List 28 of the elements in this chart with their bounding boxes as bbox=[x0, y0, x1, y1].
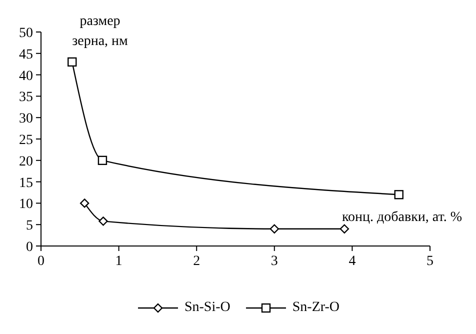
x-tick-label: 0 bbox=[38, 254, 44, 269]
point bbox=[68, 57, 77, 67]
x-axis-title: конц. добавки, ат. % bbox=[342, 210, 462, 226]
x-tick-label: 4 bbox=[348, 254, 356, 269]
point bbox=[270, 224, 279, 234]
y-axis-title: размер зерна, нм bbox=[71, 13, 129, 51]
point bbox=[340, 224, 350, 234]
y-tick-label: 15 bbox=[19, 176, 33, 191]
legend-label: Sn-Zr-O bbox=[292, 300, 340, 316]
y-tick-label: 25 bbox=[19, 132, 33, 148]
point bbox=[98, 216, 108, 226]
x-tick-label: 5 bbox=[426, 254, 434, 269]
y-tick-label: 0 bbox=[26, 240, 33, 255]
x-tick-label: 1 bbox=[115, 254, 122, 269]
point bbox=[98, 156, 108, 165]
y-tick-label: 35 bbox=[19, 90, 33, 106]
x-tick-label: 3 bbox=[270, 254, 278, 269]
x-tick-label: 2 bbox=[193, 254, 200, 269]
y-tick-label: 10 bbox=[19, 197, 33, 212]
y-tick-label: 20 bbox=[19, 154, 33, 170]
y-tick-label: 30 bbox=[19, 112, 33, 127]
y-tick-label: 40 bbox=[19, 68, 33, 84]
legend-label: Sn-Si-O bbox=[184, 300, 230, 316]
y-tick-label: 5 bbox=[26, 218, 33, 234]
point bbox=[394, 190, 404, 200]
y-tick-label: 45 bbox=[19, 47, 33, 62]
y-tick-label: 50 bbox=[19, 26, 33, 41]
point bbox=[80, 198, 90, 208]
